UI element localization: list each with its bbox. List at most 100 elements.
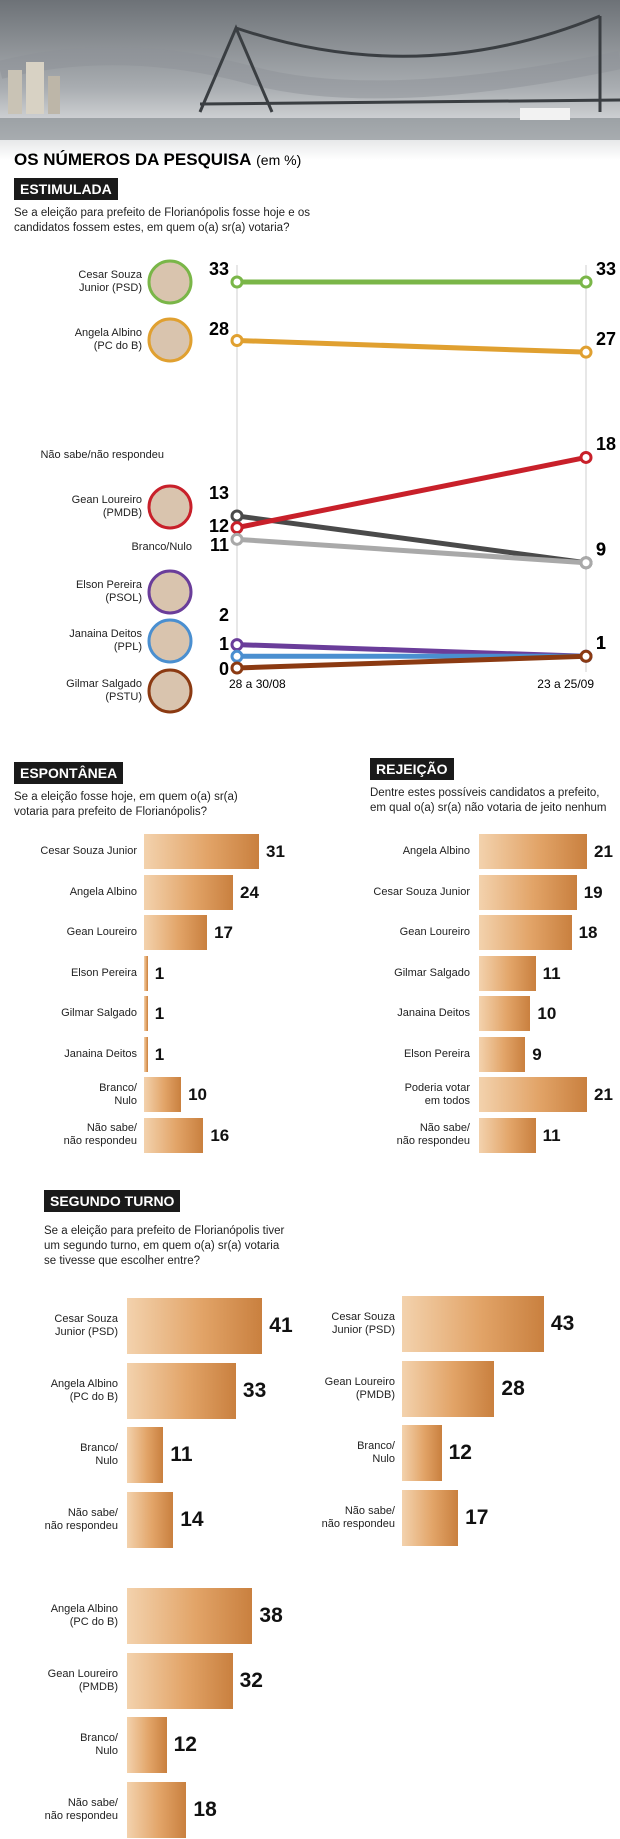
bar [144,1117,204,1153]
bar [402,1489,459,1546]
point-marker [230,521,244,535]
header-photo [0,0,620,160]
title-unit: (em %) [256,152,302,168]
section-tag: ESPONTÂNEA [14,762,124,784]
bar [479,915,572,950]
category-label: Janaina Deitos [64,1047,137,1060]
category-label: Não sabe/ não respondeu [44,1796,118,1822]
category-label: Angela Albino (PC do B) [50,1603,118,1628]
series-line [236,337,587,355]
point-marker [579,345,593,359]
right-value: 9 [596,539,606,559]
point-marker [230,509,244,523]
point-marker [579,275,593,289]
value-label: 38 [259,1604,283,1627]
series-name: Cesar Souza Junior (PSD) [78,269,142,294]
portrait [147,484,193,530]
bar [127,1717,167,1773]
category-label: Cesar Souza Junior (PSD) [54,1313,118,1338]
value-label: 21 [594,1085,613,1104]
portrait [147,259,193,305]
value-label: 31 [266,842,285,861]
left-value: 12 [209,516,229,536]
category-label: Branco/ Nulo [357,1440,395,1465]
category-label: Gean Loureiro [399,926,470,938]
series-name: Gean Loureiro (PMDB) [71,494,142,519]
value-label: 16 [210,1125,230,1145]
bar [127,1427,164,1483]
value-label: 10 [537,1004,557,1023]
bar [402,1425,442,1481]
bar [144,996,148,1031]
bar [144,834,259,869]
category-label: Angela Albino [69,885,137,898]
value-label: 11 [542,963,561,983]
category-label: Gean Loureiro [66,926,137,938]
bar [402,1360,495,1417]
series-name: Gilmar Salgado (PSTU) [66,678,142,703]
value-label: 18 [193,1797,217,1821]
category-label: Gean Loureiro (PMDB) [47,1667,118,1693]
bar [479,1036,526,1072]
category-label: Angela Albino (PC do B) [50,1377,118,1403]
left-value: 13 [209,483,229,503]
bar [479,1077,587,1112]
right-value: 1 [596,633,606,653]
category-label: Elson Pereira [403,1047,470,1060]
category-label: Poderia votar em todos [404,1081,470,1107]
series-line [236,536,587,566]
value-label: 10 [188,1085,208,1104]
bar [479,1117,536,1153]
bar [479,834,587,869]
value-label: 9 [532,1044,542,1064]
series-line [236,455,587,531]
value-label: 43 [550,1312,575,1335]
value-label: 11 [542,1125,561,1145]
category-label: Elson Pereira [70,966,137,979]
left-value: 28 [209,319,229,339]
bar [127,1362,236,1419]
series-name: Branco/Nulo [131,541,192,553]
value-label: 41 [269,1314,293,1337]
point-marker [230,661,244,675]
value-label: 1 [154,1044,165,1064]
point-marker [230,649,244,663]
point-marker [230,275,244,289]
left-value: 33 [209,259,229,279]
section-subtitle: Dentre estes possíveis candidatos a pref… [370,787,607,814]
category-label: Não sabe/ não respondeu [396,1122,470,1147]
bar [144,874,234,910]
series-name: Não sabe/não respondeu [40,449,164,461]
x-label: 28 a 30/08 [229,677,286,691]
value-label: 33 [242,1378,267,1402]
point-marker [579,556,593,570]
bar [402,1296,544,1352]
value-label: 24 [240,882,259,902]
category-label: Branco/ Nulo [99,1081,137,1107]
section-tag: SEGUNDO TURNO [44,1190,181,1212]
value-label: 17 [465,1505,489,1529]
category-label: Branco/ Nulo [80,1442,118,1467]
left-value: 2 [219,605,229,625]
value-label: 1 [154,963,165,983]
value-label: 32 [239,1668,263,1692]
value-label: 12 [173,1733,197,1756]
portrait [147,569,193,615]
portrait [147,668,193,714]
bar [127,1491,174,1548]
value-label: 28 [501,1376,525,1400]
bar [127,1588,253,1644]
category-label: Cesar Souza Junior (PSD) [331,1311,395,1336]
bar [144,1036,148,1072]
section-tag: ESTIMULADA [14,178,118,200]
section-subtitle: Se a eleição para prefeito de Florianópo… [44,1225,285,1267]
value-label: 11 [170,1443,193,1466]
portrait [147,317,193,363]
value-label: 17 [214,923,233,942]
bar [144,915,208,950]
series-line [236,513,587,566]
title-row: OS NÚMEROS DA PESQUISA (em %) [14,150,301,170]
series-name: Janaina Deitos (PPL) [69,628,142,653]
